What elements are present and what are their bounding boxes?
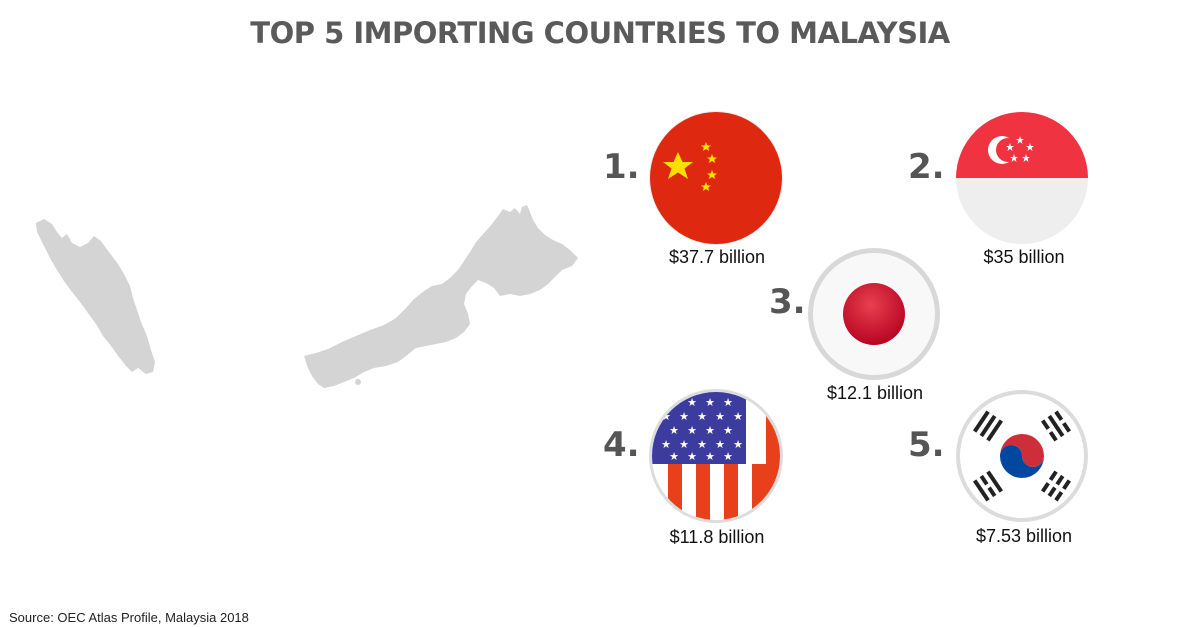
singapore-flag-icon bbox=[956, 112, 1088, 244]
east-malaysia-shape bbox=[304, 205, 578, 388]
svg-text:★: ★ bbox=[669, 424, 679, 437]
svg-text:★: ★ bbox=[687, 396, 697, 409]
svg-text:★: ★ bbox=[697, 438, 707, 451]
china-flag-icon bbox=[649, 111, 783, 245]
svg-text:★: ★ bbox=[715, 438, 725, 451]
import-value: $37.7 billion bbox=[668, 247, 766, 267]
svg-text:★: ★ bbox=[705, 424, 715, 437]
svg-text:★: ★ bbox=[733, 438, 743, 451]
svg-text:★: ★ bbox=[697, 410, 707, 423]
import-value: $12.1 billion bbox=[826, 383, 924, 403]
svg-text:★: ★ bbox=[733, 410, 743, 423]
rank-label: 1. bbox=[603, 147, 640, 187]
svg-text:★: ★ bbox=[661, 410, 671, 423]
rank-label: 3. bbox=[769, 282, 806, 322]
svg-text:★: ★ bbox=[723, 396, 733, 409]
import-value: $11.8 billion bbox=[669, 527, 765, 547]
japan-flag-icon bbox=[808, 248, 940, 380]
svg-text:★: ★ bbox=[661, 438, 671, 451]
source-note: Source: OEC Atlas Profile, Malaysia 2018 bbox=[9, 610, 249, 625]
svg-text:★: ★ bbox=[723, 424, 733, 437]
import-value: $7.53 billion bbox=[975, 526, 1073, 546]
svg-text:★: ★ bbox=[687, 450, 697, 463]
svg-text:★: ★ bbox=[679, 438, 689, 451]
svg-text:★: ★ bbox=[669, 450, 679, 463]
svg-text:★: ★ bbox=[705, 450, 715, 463]
svg-text:★: ★ bbox=[679, 410, 689, 423]
page-title: TOP 5 IMPORTING COUNTRIES TO MALAYSIA bbox=[250, 16, 950, 50]
import-value: $35 billion bbox=[983, 247, 1065, 267]
rank-label: 5. bbox=[908, 425, 945, 465]
rank-label: 4. bbox=[603, 425, 640, 465]
svg-text:★: ★ bbox=[715, 410, 725, 423]
peninsular-malaysia-shape bbox=[36, 219, 155, 374]
south-korea-flag-icon bbox=[956, 390, 1088, 522]
usa-flag-icon: ★ ★ ★ ★ ★ ★ ★ ★ ★ ★ ★ ★ ★ ★ ★ ★ ★ ★ ★ ★ ★ ★ bbox=[649, 389, 783, 523]
svg-text:★: ★ bbox=[687, 424, 697, 437]
svg-text:★: ★ bbox=[705, 396, 715, 409]
rank-label: 2. bbox=[908, 147, 945, 187]
island-shape bbox=[554, 244, 558, 248]
island-shape bbox=[355, 379, 361, 385]
svg-text:★: ★ bbox=[723, 450, 733, 463]
